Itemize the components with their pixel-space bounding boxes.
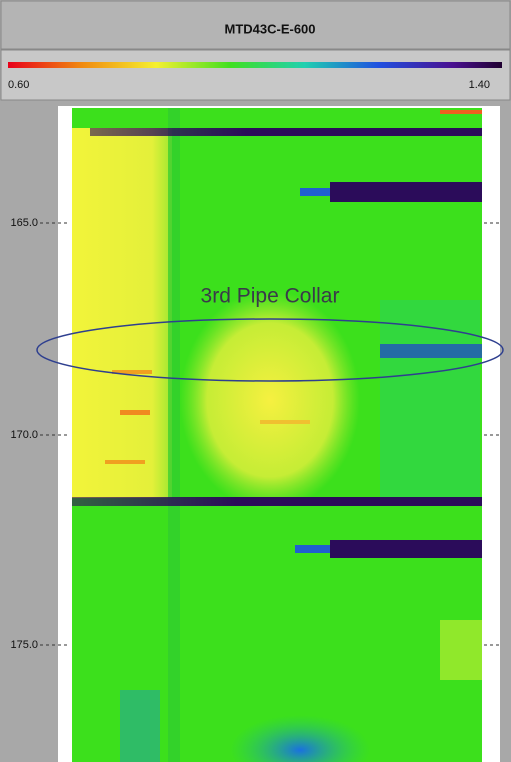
- depth-label: 175.0: [10, 639, 38, 651]
- annotation-ellipse: [36, 318, 504, 382]
- heatmap: [72, 108, 482, 762]
- color-scale: [8, 62, 502, 68]
- depth-label: 170.0: [10, 429, 38, 441]
- depth-tick-lines: [40, 222, 500, 646]
- scale-min: 0.60: [8, 79, 29, 91]
- title-bar: [0, 0, 511, 50]
- title: MTD43C-E-600: [224, 21, 315, 36]
- annotation: 3rd Pipe Collar: [201, 285, 340, 308]
- scale-panel: [0, 49, 511, 101]
- depth-label: 165.0: [10, 217, 38, 229]
- scale-max: 1.40: [469, 79, 490, 91]
